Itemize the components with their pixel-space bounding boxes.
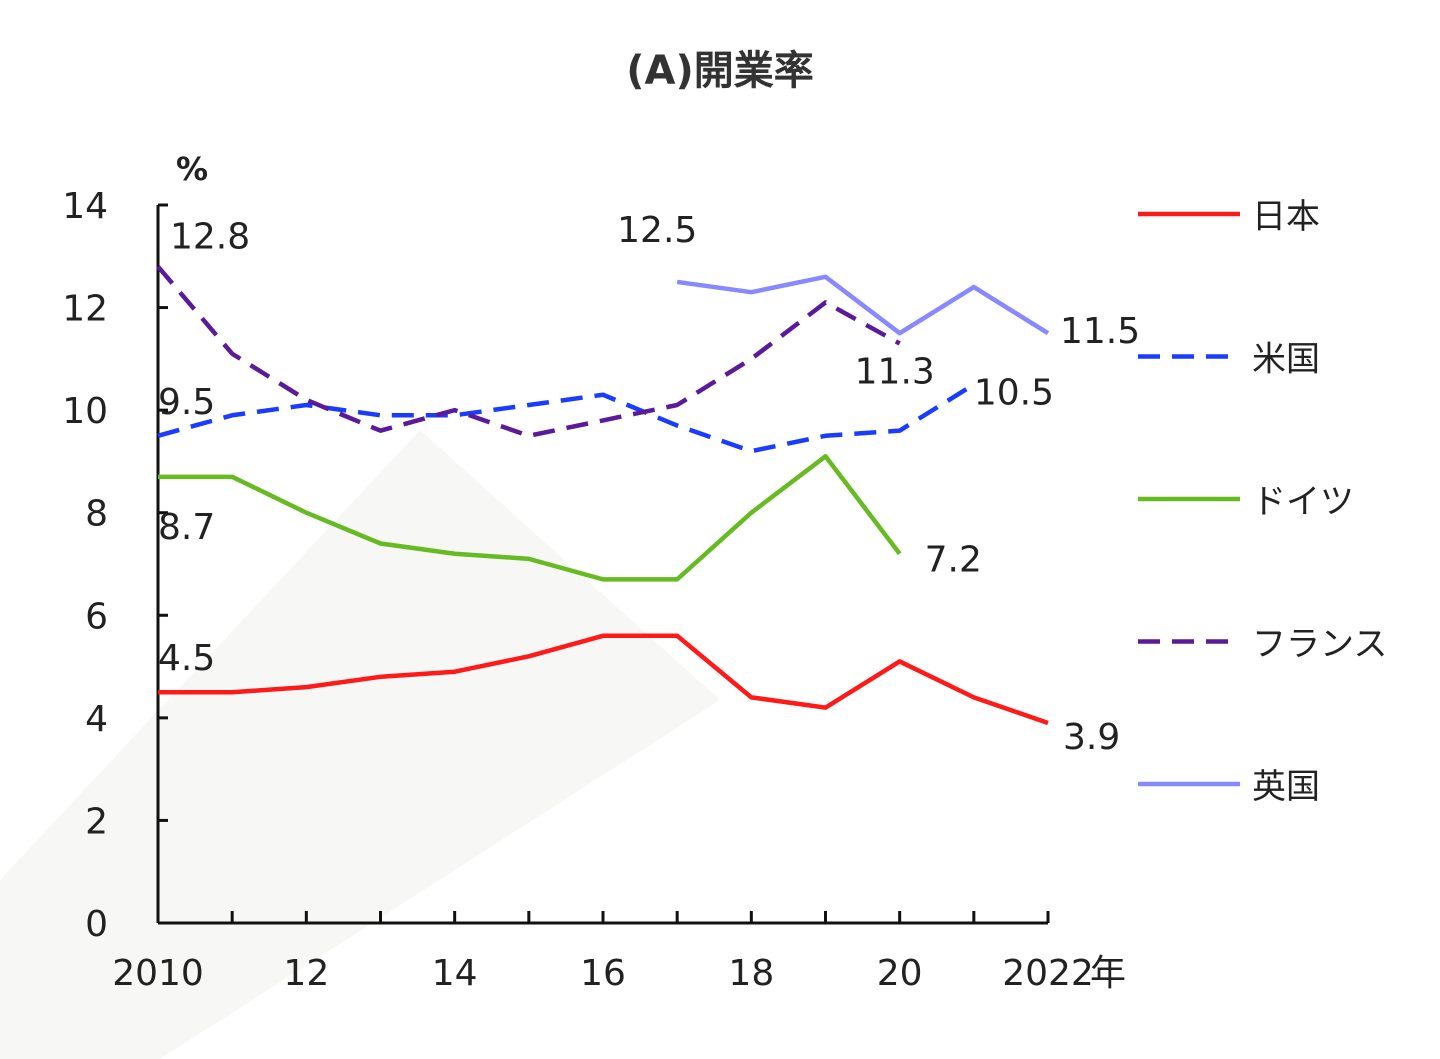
x-tick-label: 12: [283, 953, 329, 994]
legend-label: 米国: [1252, 340, 1320, 380]
x-tick-label: 14: [432, 953, 478, 994]
legend-label: 英国: [1252, 767, 1320, 807]
series-line-3: [156, 265, 901, 439]
data-label: 11.5: [1060, 311, 1140, 352]
data-label: 4.5: [158, 638, 215, 679]
series-line-4: [676, 274, 1050, 336]
y-axis-unit: %: [176, 150, 208, 188]
y-tick-label: 4: [85, 699, 108, 740]
data-label: 12.8: [170, 217, 250, 258]
background-shape: [0, 430, 720, 1059]
x-tick-label: 18: [728, 953, 774, 994]
legend-label: ドイツ: [1252, 482, 1354, 522]
data-label: 7.2: [925, 540, 982, 581]
x-tick-label: 2010: [112, 953, 204, 994]
y-tick-label: 10: [62, 391, 108, 432]
legend-label: フランス: [1252, 625, 1387, 665]
y-tick-label: 6: [85, 596, 108, 637]
series-line-0: [158, 633, 1049, 726]
y-tick-label: 8: [85, 494, 108, 535]
y-tick-label: 12: [62, 289, 108, 330]
data-label: 3.9: [1063, 717, 1120, 758]
data-label: 8.7: [158, 507, 215, 548]
data-label: 10.5: [974, 373, 1054, 414]
x-axis-unit: 年: [1090, 953, 1126, 994]
series-line-1: [157, 382, 976, 454]
series-line-2: [158, 454, 902, 582]
x-tick-label: 20: [877, 953, 923, 994]
y-tick-label: 2: [85, 801, 108, 842]
legend-label: 日本: [1252, 197, 1320, 237]
chart-title: (A)開業率: [626, 48, 814, 94]
data-label: 11.3: [855, 351, 935, 392]
x-tick-label: 2022: [1002, 953, 1094, 994]
y-tick-label: 0: [85, 904, 108, 945]
data-label: 12.5: [617, 210, 697, 251]
data-label: 9.5: [158, 382, 215, 423]
x-tick-label: 16: [580, 953, 626, 994]
y-tick-label: 14: [62, 186, 108, 227]
